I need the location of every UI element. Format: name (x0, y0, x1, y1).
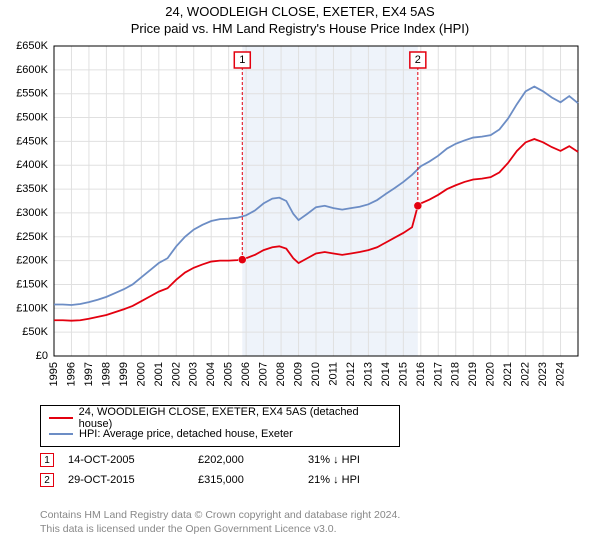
sale-price: £202,000 (198, 454, 308, 466)
attribution-line2: This data is licensed under the Open Gov… (40, 522, 400, 536)
svg-text:2005: 2005 (223, 362, 235, 386)
svg-text:£500K: £500K (16, 112, 48, 124)
svg-text:2023: 2023 (537, 362, 549, 386)
svg-text:£650K: £650K (16, 40, 48, 52)
svg-text:2014: 2014 (380, 362, 392, 386)
sale-row: 2 29-OCT-2015£315,00021% ↓ HPI (40, 470, 408, 490)
sale-date: 14-OCT-2005 (68, 454, 198, 466)
svg-text:2008: 2008 (275, 362, 287, 386)
legend-swatch (49, 417, 73, 419)
price-line-chart: £0 £50K £100K £150K £200K £250K £300K £350K £400… (0, 0, 600, 400)
svg-text:1996: 1996 (65, 362, 77, 386)
sale-marker-box: 2 (40, 473, 54, 487)
svg-text:1999: 1999 (118, 362, 130, 386)
svg-text:2000: 2000 (135, 362, 147, 386)
svg-text:£0: £0 (36, 350, 48, 362)
svg-text:£250K: £250K (16, 231, 48, 243)
svg-text:£400K: £400K (16, 159, 48, 171)
svg-text:£350K: £350K (16, 183, 48, 195)
svg-text:£100K: £100K (16, 302, 48, 314)
svg-text:2009: 2009 (293, 362, 305, 386)
svg-text:2018: 2018 (450, 362, 462, 386)
legend-label: HPI: Average price, detached house, Exet… (79, 428, 293, 440)
svg-text:2021: 2021 (502, 362, 514, 386)
svg-text:2001: 2001 (153, 362, 165, 386)
sale-row: 1 14-OCT-2005£202,00031% ↓ HPI (40, 450, 408, 470)
svg-text:£550K: £550K (16, 88, 48, 100)
svg-text:2007: 2007 (258, 362, 270, 386)
svg-text:2016: 2016 (415, 362, 427, 386)
svg-text:£600K: £600K (16, 64, 48, 76)
svg-text:2011: 2011 (327, 362, 339, 386)
legend-swatch (49, 433, 73, 435)
svg-text:2002: 2002 (170, 362, 182, 386)
svg-text:2019: 2019 (467, 362, 479, 386)
svg-text:2022: 2022 (520, 362, 532, 386)
legend-box: 24, WOODLEIGH CLOSE, EXETER, EX4 5AS (de… (40, 405, 400, 447)
svg-text:1997: 1997 (83, 362, 95, 386)
svg-text:2006: 2006 (240, 362, 252, 386)
svg-text:1998: 1998 (100, 362, 112, 386)
svg-text:2003: 2003 (188, 362, 200, 386)
legend-row: 24, WOODLEIGH CLOSE, EXETER, EX4 5AS (de… (49, 410, 391, 426)
svg-text:£150K: £150K (16, 278, 48, 290)
svg-text:£200K: £200K (16, 255, 48, 267)
svg-text:2012: 2012 (345, 362, 357, 386)
attribution-line1: Contains HM Land Registry data © Crown c… (40, 508, 400, 522)
sale-date: 29-OCT-2015 (68, 474, 198, 486)
svg-text:2010: 2010 (310, 362, 322, 386)
svg-text:2015: 2015 (397, 362, 409, 386)
legend-label: 24, WOODLEIGH CLOSE, EXETER, EX4 5AS (de… (79, 406, 391, 430)
svg-text:£450K: £450K (16, 135, 48, 147)
svg-text:2024: 2024 (555, 362, 567, 386)
sale-hpi-diff: 21% ↓ HPI (308, 474, 408, 486)
sale-marker-box: 1 (40, 453, 54, 467)
attribution-text: Contains HM Land Registry data © Crown c… (40, 508, 400, 536)
svg-text:1: 1 (239, 54, 245, 66)
svg-text:2: 2 (415, 54, 421, 66)
sales-table: 1 14-OCT-2005£202,00031% ↓ HPI 2 29-OCT-201… (40, 450, 408, 490)
sale-price: £315,000 (198, 474, 308, 486)
svg-text:2013: 2013 (362, 362, 374, 386)
svg-text:2017: 2017 (432, 362, 444, 386)
svg-text:1995: 1995 (48, 362, 60, 386)
svg-text:£50K: £50K (22, 326, 48, 338)
svg-text:2004: 2004 (205, 362, 217, 386)
svg-text:2020: 2020 (485, 362, 497, 386)
svg-text:£300K: £300K (16, 207, 48, 219)
sale-hpi-diff: 31% ↓ HPI (308, 454, 408, 466)
